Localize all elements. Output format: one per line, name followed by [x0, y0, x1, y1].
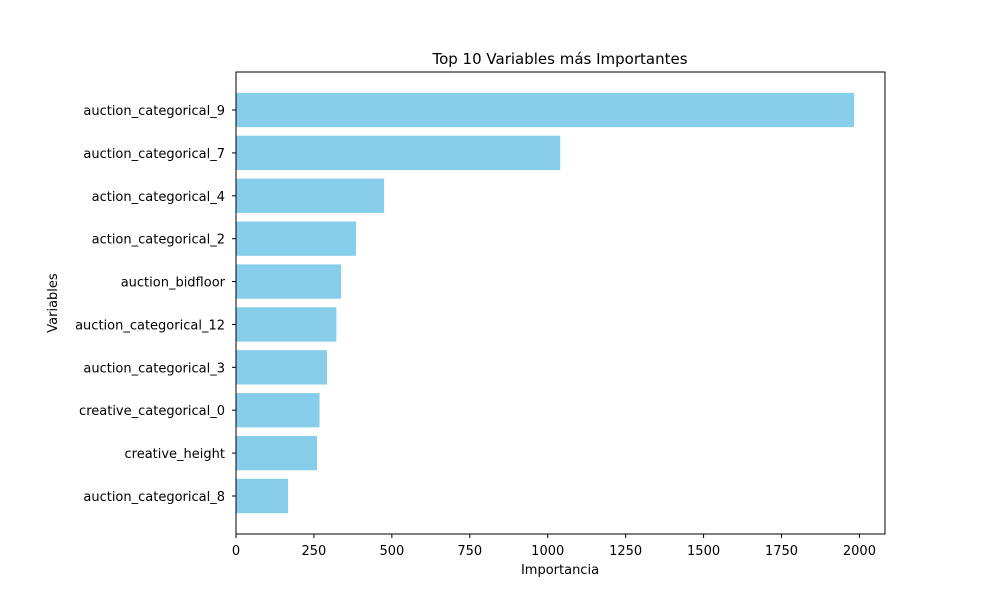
- chart-title: Top 10 Variables más Importantes: [431, 50, 687, 68]
- bar-action_categorical_2: [236, 221, 357, 256]
- y-tick-label: creative_height: [124, 447, 225, 462]
- bar-creative_height: [236, 435, 318, 471]
- bar-auction_categorical_9: [236, 92, 855, 128]
- y-tick-label: auction_categorical_8: [83, 490, 225, 505]
- bar-auction_categorical_12: [236, 307, 337, 342]
- x-tick-label: 1500: [687, 544, 720, 559]
- bar-action_categorical_4: [236, 178, 385, 213]
- bar-creative_categorical_0: [236, 393, 320, 428]
- x-tick-label: 2000: [843, 544, 876, 559]
- bar-auction_categorical_3: [236, 350, 328, 385]
- y-tick-label: auction_categorical_12: [75, 318, 225, 333]
- x-tick-label: 250: [302, 544, 327, 559]
- bars: [236, 92, 855, 514]
- y-tick-label: creative_categorical_0: [79, 404, 225, 419]
- x-tick-label: 1000: [531, 544, 564, 559]
- y-axis-label: Variables: [46, 273, 61, 333]
- y-tick-label: auction_bidfloor: [121, 276, 226, 291]
- bar-auction_categorical_7: [236, 135, 561, 171]
- y-tick-label: auction_categorical_9: [83, 104, 225, 119]
- y-axis: auction_categorical_9 auction_categorical…: [75, 104, 236, 505]
- y-tick-label: auction_categorical_3: [83, 361, 225, 376]
- y-tick-label: action_categorical_2: [92, 233, 225, 248]
- bar-auction_categorical_8: [236, 478, 289, 514]
- plot-frame: [235, 71, 886, 535]
- y-tick-label: auction_categorical_7: [83, 147, 225, 162]
- x-tick-label: 750: [457, 544, 482, 559]
- x-tick-label: 1250: [609, 544, 642, 559]
- x-tick-label: 500: [379, 544, 404, 559]
- x-tick-label: 1750: [765, 544, 798, 559]
- x-axis: 0 250 500 750 1000 1250 1500 1750 2000: [232, 534, 876, 559]
- x-tick-label: 0: [232, 544, 240, 559]
- y-tick-label: action_categorical_4: [92, 190, 225, 205]
- x-axis-label: Importancia: [521, 563, 599, 578]
- bar-auction_bidfloor: [236, 264, 342, 299]
